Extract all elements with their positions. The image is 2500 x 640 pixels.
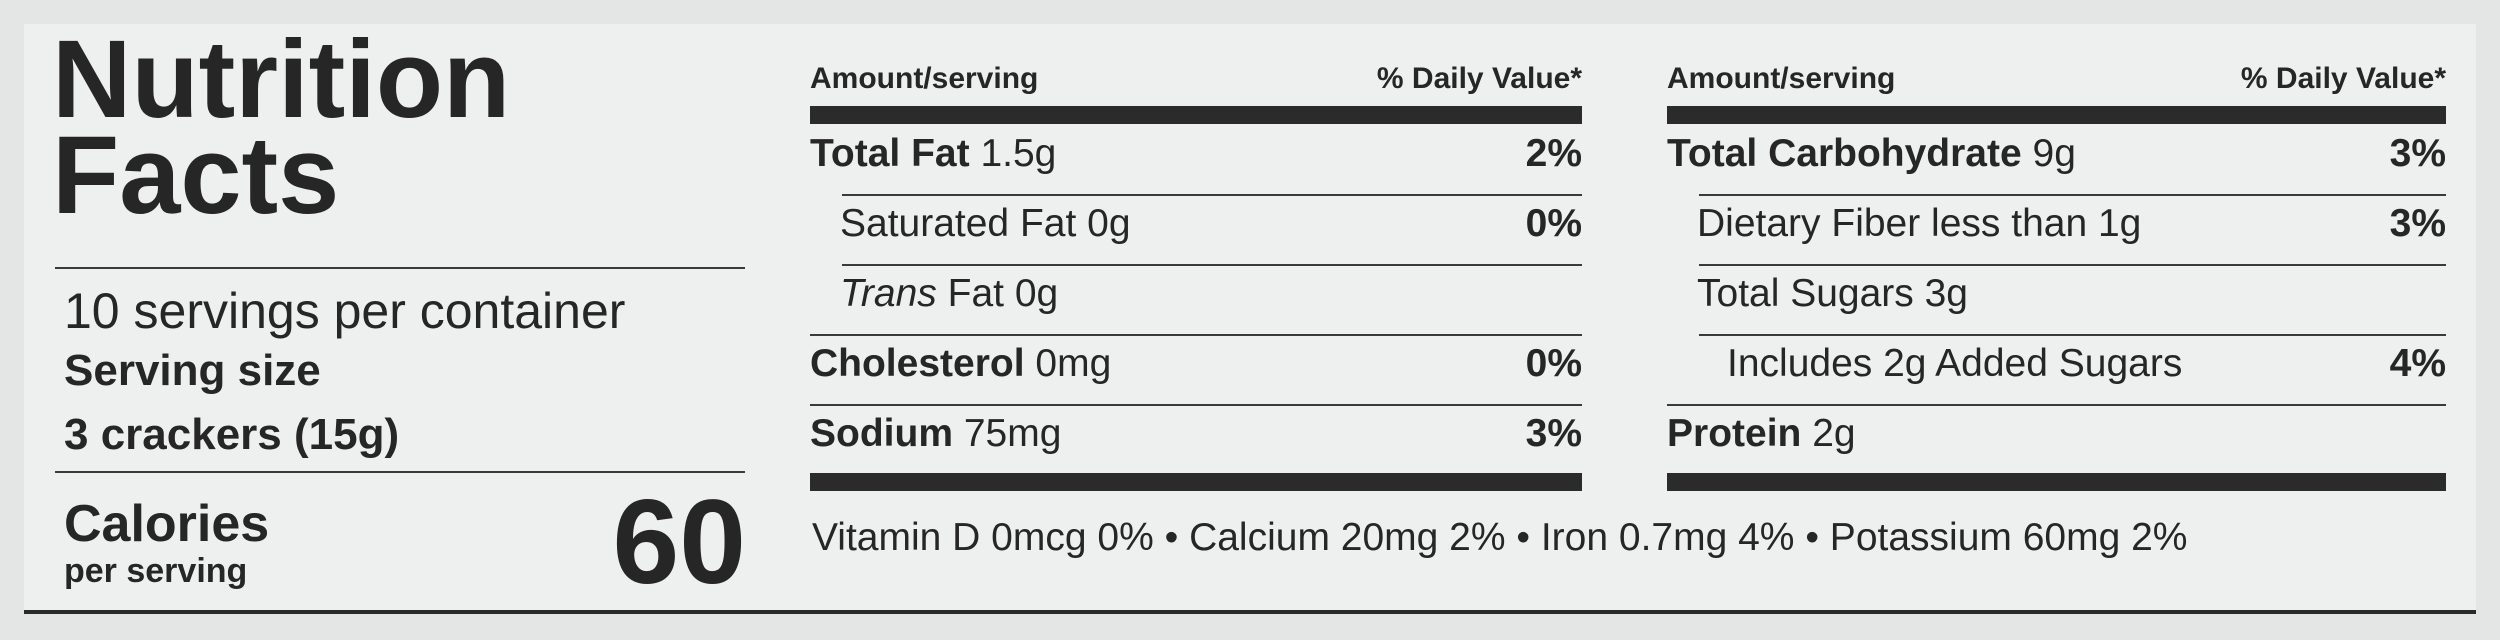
header-amount: Amount/serving — [810, 62, 1039, 95]
calories-label: Calories — [64, 495, 270, 553]
row-rule — [810, 334, 1582, 336]
row-rule — [1699, 194, 2446, 196]
nutrient-amount: 1.5g — [980, 132, 1057, 175]
row-rule — [810, 404, 1582, 406]
nutrient-label: Total Fat — [810, 132, 970, 175]
thick-bar — [810, 473, 1582, 491]
daily-value: 3% — [1525, 412, 1582, 455]
thick-bar — [1667, 473, 2446, 491]
row-rule — [1667, 404, 2446, 406]
nutrient-row: Dietary Fiber less than 1g — [1697, 202, 2141, 246]
row-rule — [1699, 334, 2446, 336]
nutrient-amount: 0mg — [1035, 342, 1112, 385]
nutrient-row: Total Carbohydrate 9g — [1667, 132, 2076, 176]
servings: 10 servings per container — [64, 283, 626, 339]
nutrient-label: Total Sugars 3g — [1697, 272, 1969, 315]
calories-value: 60 — [612, 475, 746, 609]
thick-bar — [810, 106, 1582, 124]
row-rule — [842, 194, 1582, 196]
nutrient-row: Includes 2g Added Sugars — [1727, 342, 2182, 386]
daily-value: 0% — [1525, 342, 1582, 385]
nutrient-label: Saturated Fat — [840, 202, 1077, 245]
nutrient-row: Total Fat 1.5g — [810, 132, 1056, 176]
daily-value: 3% — [2389, 202, 2446, 245]
nutrient-row: Sodium 75mg — [810, 412, 1061, 456]
nutrient-label: Dietary Fiber less than 1g — [1697, 202, 2142, 245]
nutrient-row: Cholesterol 0mg — [810, 342, 1111, 386]
divider — [55, 471, 745, 473]
daily-value: 3% — [2389, 132, 2446, 175]
nutrient-label: Includes 2g Added Sugars — [1727, 342, 2183, 385]
nutrient-label: Trans — [840, 272, 937, 315]
nutrient-amount: 9g — [2032, 132, 2076, 175]
calories-sub: per serving — [64, 552, 248, 590]
header-dv: % Daily Value* — [2240, 62, 2446, 95]
nutrient-amount: Fat 0g — [947, 272, 1059, 315]
nutrient-label: Sodium — [810, 412, 953, 455]
nutrient-label: Total Carbohydrate — [1667, 132, 2022, 175]
daily-value: 0% — [1525, 202, 1582, 245]
nutrient-amount: 0g — [1087, 202, 1131, 245]
nutrient-amount: 75mg — [963, 412, 1062, 455]
header-amount: Amount/serving — [1667, 62, 1896, 95]
nutrient-row: Trans Fat 0g — [840, 272, 1058, 316]
daily-value: 2% — [1525, 132, 1582, 175]
header-dv: % Daily Value* — [1376, 62, 1582, 95]
row-rule — [1699, 264, 2446, 266]
row-rule — [842, 264, 1582, 266]
daily-value: 4% — [2389, 342, 2446, 385]
serving-size-label: Serving size — [64, 346, 321, 395]
footer: Vitamin D 0mcg 0% • Calcium 20mg 2% • Ir… — [812, 516, 2188, 559]
nutrient-label: Protein — [1667, 412, 1802, 455]
nutrient-row: Protein 2g — [1667, 412, 1856, 456]
nutrient-row: Total Sugars 3g — [1697, 272, 1968, 316]
nutrient-label: Cholesterol — [810, 342, 1025, 385]
serving-size-value: 3 crackers (15g) — [64, 410, 400, 459]
nutrient-amount: 2g — [1812, 412, 1856, 455]
thick-bar — [1667, 106, 2446, 124]
title: Nutrition Facts — [52, 18, 511, 237]
label-panel: Nutrition Facts 10 servings per containe… — [24, 24, 2476, 614]
divider — [55, 267, 745, 269]
nutrient-row: Saturated Fat 0g — [840, 202, 1131, 246]
